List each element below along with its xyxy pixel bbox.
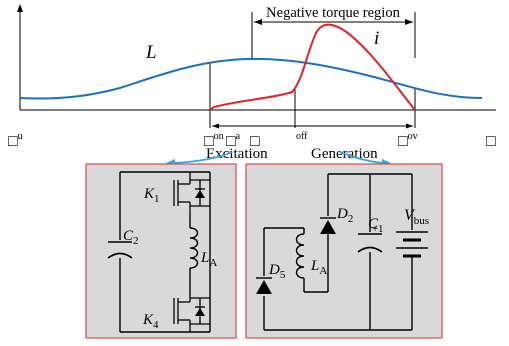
diode-d5-label: D5 <box>268 262 286 281</box>
capacitor-c2-label: C2 <box>123 228 139 247</box>
current-label: i <box>374 28 379 49</box>
inductor-la-gen-label: LA <box>310 258 327 277</box>
inductor-la <box>189 227 199 269</box>
switch-k4 <box>173 296 210 332</box>
y-axis-arrowhead <box>17 4 23 12</box>
marker-a: □a <box>226 131 241 150</box>
excitation-label: Excitation <box>206 146 268 162</box>
generation-panel-bg <box>245 163 443 339</box>
region-label: Negative torque region <box>266 5 400 21</box>
theta-u-label: □u <box>8 131 23 150</box>
diode-d2 <box>320 220 336 234</box>
span-arrow-right <box>406 123 413 129</box>
diode-d5 <box>256 280 272 294</box>
capacitor-c1-plus: + <box>372 223 378 235</box>
generation-circuit-panel: D2 + C1 Vbus LA D5 <box>245 163 443 339</box>
vbus-label: Vbus <box>404 207 429 227</box>
waveform-plot: Negative torque region L i □u □ □on □a □… <box>8 4 496 150</box>
excitation-connector-arrow <box>171 151 233 164</box>
marker-on: □on <box>204 131 224 150</box>
switch-k1-diode <box>195 190 205 198</box>
marker-off: off <box>296 131 308 142</box>
span-arrow-left <box>212 123 219 129</box>
diode-d2-label: D2 <box>336 206 353 225</box>
excitation-circuit-panel: C2 K1 LA <box>85 163 237 339</box>
inductor-la-label: LA <box>200 250 217 269</box>
switch-k1 <box>173 172 210 214</box>
region-arrow-right <box>405 19 413 25</box>
inductance-curve <box>19 57 483 100</box>
capacitor-c1-label: C1 <box>368 216 384 235</box>
switch-k4-diode <box>195 308 205 316</box>
switch-k1-label: K1 <box>143 186 160 205</box>
battery-vbus <box>396 231 428 258</box>
marker-mid: □ <box>250 133 260 150</box>
region-arrow-left <box>254 19 262 25</box>
inductor-la-gen <box>295 233 305 279</box>
excitation-panel-bg <box>85 163 237 339</box>
capacitor-c1 <box>357 233 383 253</box>
phase-labels: Excitation Generation <box>166 146 391 167</box>
marker-ov: □ov <box>398 131 418 150</box>
current-curve <box>209 23 416 111</box>
theta-axis-label: □ <box>486 133 496 150</box>
generation-connector-arrow <box>339 151 385 164</box>
inductance-label: L <box>145 42 157 63</box>
capacitor-c2 <box>107 241 133 259</box>
switch-k4-label: K4 <box>142 312 159 331</box>
